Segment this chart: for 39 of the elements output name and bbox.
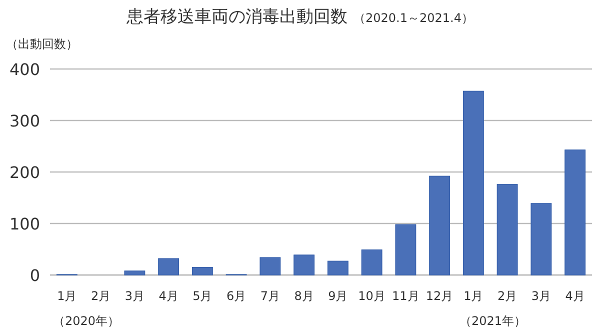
x-tick-label: 4月 bbox=[158, 289, 178, 303]
text: （2020年） bbox=[52, 314, 120, 328]
y-axis-title: （出動回数） bbox=[6, 37, 78, 51]
bar bbox=[429, 176, 450, 276]
x-tick-label: 12月 bbox=[426, 289, 454, 303]
bar bbox=[260, 257, 281, 276]
bar bbox=[496, 184, 518, 276]
y-tick-label: 300 bbox=[9, 112, 40, 130]
text: （2021年） bbox=[459, 314, 526, 328]
x-tick-label: 6月 bbox=[226, 289, 246, 303]
x-tick-label: 2月 bbox=[497, 289, 518, 303]
y-tick-label: 200 bbox=[9, 163, 40, 182]
y-tick-label: 100 bbox=[9, 214, 40, 234]
bar bbox=[462, 90, 484, 276]
bar bbox=[361, 249, 382, 276]
x-tick-label: 3月 bbox=[124, 289, 145, 303]
x-tick-label: 1月 bbox=[464, 289, 484, 303]
x-tick-label: 2月 bbox=[90, 289, 111, 303]
bar bbox=[395, 224, 416, 276]
bar bbox=[192, 266, 213, 276]
y-tick-label: 400 bbox=[9, 60, 40, 79]
x-tick-label: 1月 bbox=[57, 289, 77, 303]
bar bbox=[530, 203, 552, 276]
x-tick-label: 3月 bbox=[531, 289, 552, 303]
x-tick-label: 8月 bbox=[294, 289, 314, 303]
x-tick-label: 7月 bbox=[260, 289, 280, 303]
bar bbox=[158, 258, 180, 276]
bar bbox=[327, 260, 348, 276]
x-tick-label: 11月 bbox=[392, 289, 420, 303]
x-tick-label: 10月 bbox=[358, 289, 386, 303]
x-tick-label: 9月 bbox=[328, 289, 348, 303]
bar bbox=[564, 150, 586, 276]
chart-title: 患者移送車両の消毒出動回数 bbox=[126, 7, 348, 27]
y-tick-label: 0 bbox=[30, 266, 40, 285]
chart-subtitle: （2020.1～2021.4） bbox=[354, 11, 474, 25]
bar bbox=[294, 254, 315, 276]
bar bbox=[124, 270, 146, 276]
x-tick-label: 4月 bbox=[565, 289, 585, 303]
x-tick-label: 5月 bbox=[192, 289, 212, 303]
